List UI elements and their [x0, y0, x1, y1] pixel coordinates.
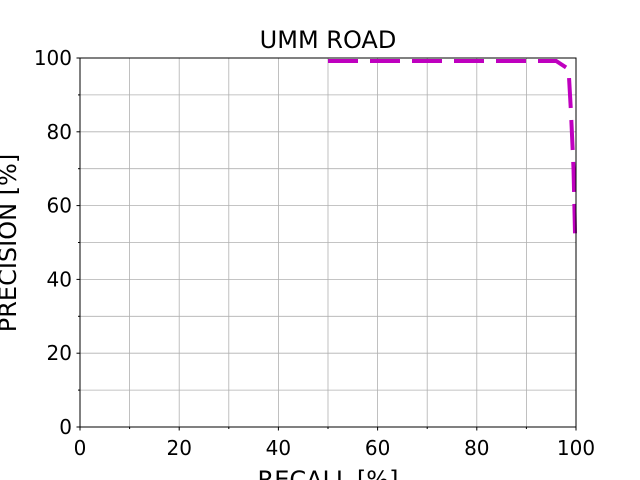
- x-axis-label: RECALL [%]: [258, 466, 399, 480]
- x-tick-label: 80: [464, 436, 489, 460]
- y-tick-label: 60: [47, 194, 72, 218]
- y-tick-label: 40: [47, 267, 72, 291]
- x-tick-label: 40: [266, 436, 291, 460]
- pr-curve-line: [328, 58, 578, 234]
- y-tick-label: 0: [59, 415, 72, 439]
- y-axis-label: PRECISION [%]: [0, 154, 22, 332]
- y-tick-label: 20: [47, 341, 72, 365]
- ticks: 0 20 40 60 80 100 0 20 40 60 80 100: [34, 46, 595, 460]
- y-tick-label: 100: [34, 46, 72, 70]
- chart-title: UMM ROAD: [260, 26, 397, 54]
- grid: [79, 57, 577, 428]
- y-tick-label: 80: [47, 120, 72, 144]
- x-tick-label: 100: [557, 436, 595, 460]
- x-tick-label: 0: [74, 436, 87, 460]
- x-tick-label: 20: [166, 436, 191, 460]
- series-layer: [328, 58, 578, 234]
- x-tick-label: 60: [365, 436, 390, 460]
